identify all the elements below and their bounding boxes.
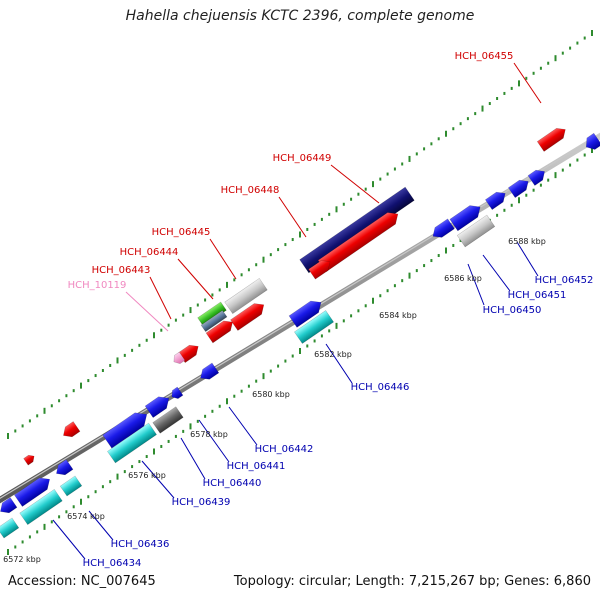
kbp-label: 6580 kbp: [252, 390, 290, 399]
topology-summary: Topology: circular; Length: 7,215,267 bp…: [233, 574, 591, 589]
leader-line: [467, 263, 485, 306]
gene-arrow: [527, 169, 545, 186]
leader-line: [177, 258, 214, 300]
leader-line: [88, 510, 114, 541]
gene-arrow: [14, 477, 50, 507]
gene-label-bottom: HCH_06446: [351, 382, 410, 393]
gene-arrow: [0, 517, 20, 539]
gene-label-top: HCH_10119: [68, 280, 127, 291]
gene-arrow: [0, 497, 18, 514]
gene-arrow: [171, 386, 184, 399]
gene-arrow: [308, 260, 331, 280]
kbp-label: 6578 kbp: [190, 430, 228, 439]
gene-label-bottom: HCH_06436: [111, 539, 170, 550]
gene-label-bottom: HCH_06452: [535, 275, 594, 286]
label-leaders: [52, 62, 542, 560]
leader-line: [180, 437, 206, 480]
gene-label-bottom: HCH_06451: [508, 290, 567, 301]
gene-features: [0, 128, 600, 539]
gene-arrow: [200, 309, 228, 333]
gene-arrow: [63, 421, 81, 438]
gene-label-bottom: HCH_06450: [483, 305, 542, 316]
gene-arrow: [585, 132, 600, 150]
gene-label-bottom: HCH_06441: [227, 461, 286, 472]
gene-arrow: [144, 396, 170, 418]
tick-marks: [7, 30, 593, 555]
leader-line: [325, 343, 353, 384]
leader-line: [125, 291, 169, 332]
gene-label-top: HCH_06449: [273, 153, 332, 164]
gene-label-bottom: HCH_06434: [83, 558, 142, 569]
gene-arrow: [59, 475, 83, 497]
leader-line: [141, 460, 175, 499]
kbp-label: 6588 kbp: [508, 237, 546, 246]
gene-arrow: [485, 191, 506, 210]
gene-arrow: [200, 362, 220, 380]
leader-line: [516, 241, 539, 277]
leader-line: [228, 406, 258, 446]
gene-arrow: [299, 186, 415, 274]
gene-arrow: [294, 310, 334, 344]
kbp-scale-labels: 6572 kbp 6574 kbp 6576 kbp 6578 kbp 6580 kbp…: [3, 237, 546, 564]
gene-label-top: HCH_06444: [120, 247, 179, 258]
gene-arrow: [107, 422, 157, 464]
gene-arrow: [230, 303, 265, 331]
kbp-label: 6586 kbp: [444, 274, 482, 283]
gene-arrow: [173, 351, 186, 364]
gene-arrow: [197, 301, 227, 327]
accession-text: Accession: NC_007645: [8, 574, 156, 589]
gene-arrow: [508, 179, 529, 198]
leader-line: [330, 164, 380, 204]
gene-label-top: HCH_06455: [455, 51, 514, 62]
gene-label-top: HCH_06445: [152, 227, 211, 238]
leader-line: [198, 419, 230, 463]
leader-line: [482, 254, 511, 292]
gene-label-bottom: HCH_06442: [255, 444, 314, 455]
gene-label-top: HCH_06448: [221, 185, 280, 196]
gene-arrow: [432, 218, 455, 238]
gene-arrow: [224, 277, 268, 315]
leader-line: [149, 276, 172, 320]
leader-line: [209, 238, 237, 280]
kbp-label: 6572 kbp: [3, 555, 41, 564]
gene-arrow: [536, 128, 566, 152]
gene-arrow: [288, 300, 322, 328]
gene-arrow: [449, 205, 481, 232]
gene-arrow: [19, 488, 63, 526]
gene-label-top: HCH_06443: [92, 265, 151, 276]
gene-arrow: [23, 454, 35, 466]
leader-line: [278, 196, 307, 238]
gene-arrow: [205, 320, 233, 344]
gene-arrow: [152, 406, 184, 434]
gene-arrow: [102, 412, 148, 449]
kbp-label: 6582 kbp: [314, 350, 352, 359]
leader-line: [513, 62, 542, 104]
gene-label-bottom: HCH_06439: [172, 497, 231, 508]
gene-labels: HCH_06455 HCH_06449 HCH_06448 HCH_06445 HCH_…: [68, 51, 594, 569]
kbp-label: 6574 kbp: [67, 512, 105, 521]
gene-arrow: [456, 214, 496, 248]
gene-label-bottom: HCH_06440: [203, 478, 262, 489]
kbp-label: 6584 kbp: [379, 311, 417, 320]
kbp-label: 6576 kbp: [128, 471, 166, 480]
map-title: Hahella chejuensis KCTC 2396, complete g…: [125, 8, 475, 24]
gene-arrow: [56, 459, 74, 476]
leader-line: [52, 519, 86, 560]
